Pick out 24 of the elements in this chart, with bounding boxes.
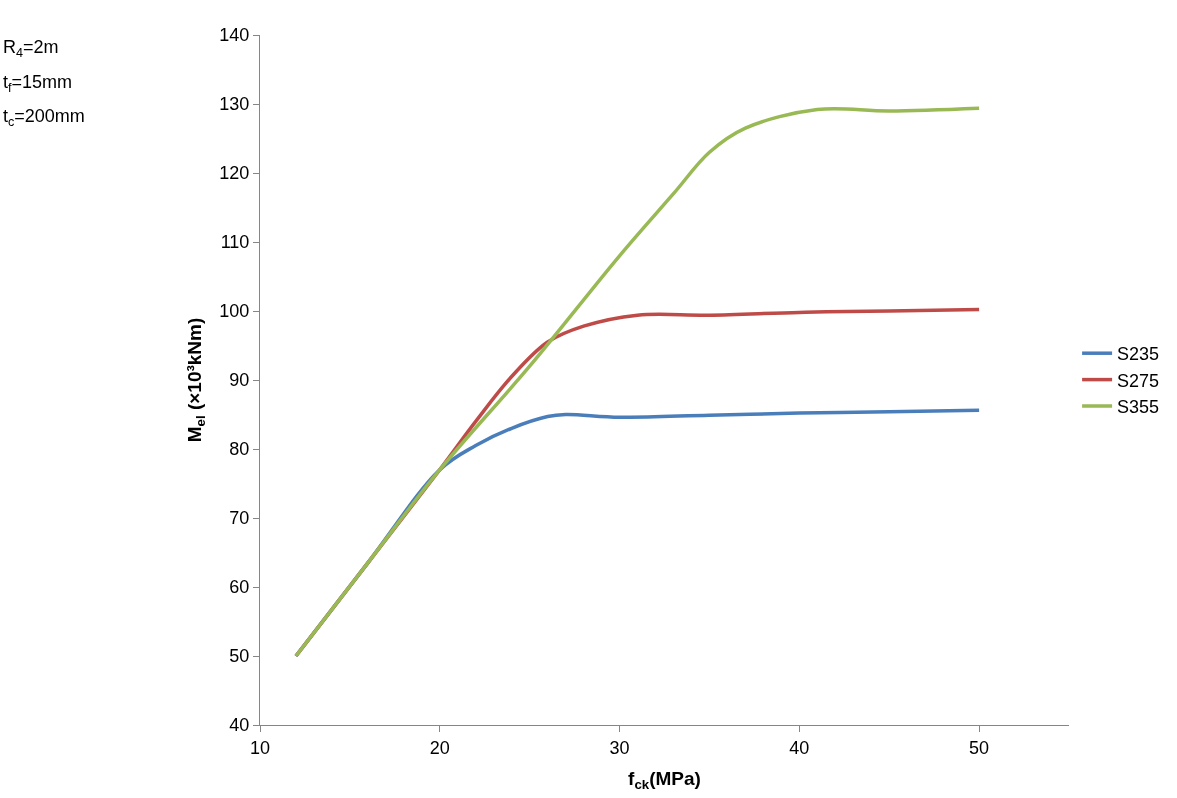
y-tick-label: 40 [229, 715, 250, 736]
line-series [294, 106, 981, 658]
x-axis-title: f$_{ck}$(MPa) [628, 768, 701, 793]
legend-label: S355 [1117, 397, 1160, 418]
y-tick-label: 50 [229, 646, 250, 667]
text: R$_{4}$=2m [3, 37, 59, 60]
y-tick-label: 130 [219, 94, 250, 115]
y-tick-label: 100 [219, 301, 250, 322]
y-tick-label: 140 [219, 25, 250, 46]
y-tick-label: 60 [229, 577, 250, 598]
x-tick-label: 10 [249, 737, 271, 758]
y-tick-label: 70 [229, 508, 250, 529]
text: t$_{f}$=15mm [3, 72, 73, 95]
y-tick-label: 110 [220, 232, 250, 253]
text: t$_{c}$=200mm [3, 106, 85, 129]
legend-label: S275 [1117, 370, 1160, 391]
legend-label: S235 [1117, 344, 1160, 365]
x-tick-label: 50 [969, 737, 990, 758]
y-tick-label: 120 [219, 163, 250, 184]
y-tick-label: 80 [229, 439, 250, 460]
x-tick-label: 30 [609, 737, 630, 758]
y-tick-label: 90 [229, 370, 250, 391]
x-tick-label: 40 [789, 737, 810, 758]
x-tick-label: 20 [429, 737, 450, 758]
